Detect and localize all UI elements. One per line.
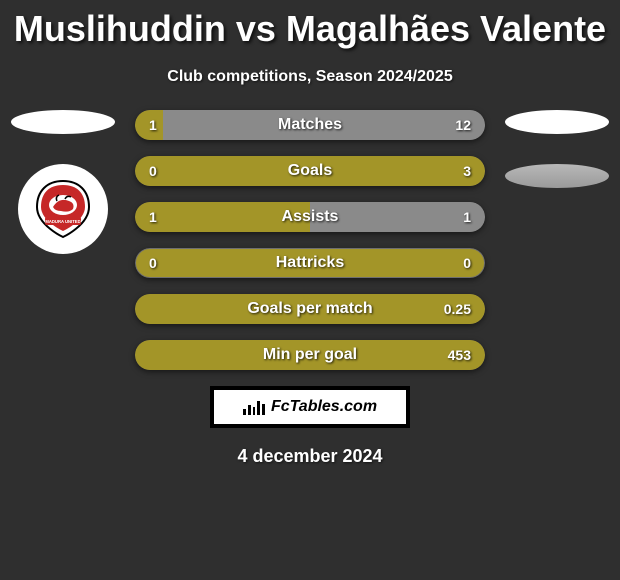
country-flag-right — [505, 110, 609, 134]
stat-row: 0.25Goals per match — [135, 294, 485, 324]
club-badge-right-placeholder — [505, 164, 609, 188]
club-logo-icon: MADURA UNITED — [31, 177, 95, 241]
stat-label: Matches — [135, 110, 485, 140]
stat-row: 00Hattricks — [135, 248, 485, 278]
bar-chart-icon — [243, 399, 265, 415]
stat-row: 03Goals — [135, 156, 485, 186]
stat-label: Hattricks — [135, 248, 485, 278]
left-badges: MADURA UNITED — [8, 110, 118, 254]
right-badges — [502, 110, 612, 218]
subtitle: Club competitions, Season 2024/2025 — [0, 68, 620, 86]
stat-label: Assists — [135, 202, 485, 232]
comparison-panel: MADURA UNITED 112Matches 03Goals 11Assists… — [0, 110, 620, 370]
snapshot-date: 4 december 2024 — [0, 446, 620, 467]
attribution-text: FcTables.com — [271, 398, 377, 416]
stat-label: Goals per match — [135, 294, 485, 324]
stat-bars: 112Matches 03Goals 11Assists 00Hattricks 0.2… — [135, 110, 485, 370]
stat-label: Min per goal — [135, 340, 485, 370]
stat-row: 453Min per goal — [135, 340, 485, 370]
stat-row: 11Assists — [135, 202, 485, 232]
country-flag-left — [11, 110, 115, 134]
club-badge-left: MADURA UNITED — [18, 164, 108, 254]
attribution-badge: FcTables.com — [210, 386, 410, 428]
stat-row: 112Matches — [135, 110, 485, 140]
page-title: Muslihuddin vs Magalhães Valente — [0, 0, 620, 50]
stat-label: Goals — [135, 156, 485, 186]
svg-text:MADURA UNITED: MADURA UNITED — [45, 219, 80, 224]
